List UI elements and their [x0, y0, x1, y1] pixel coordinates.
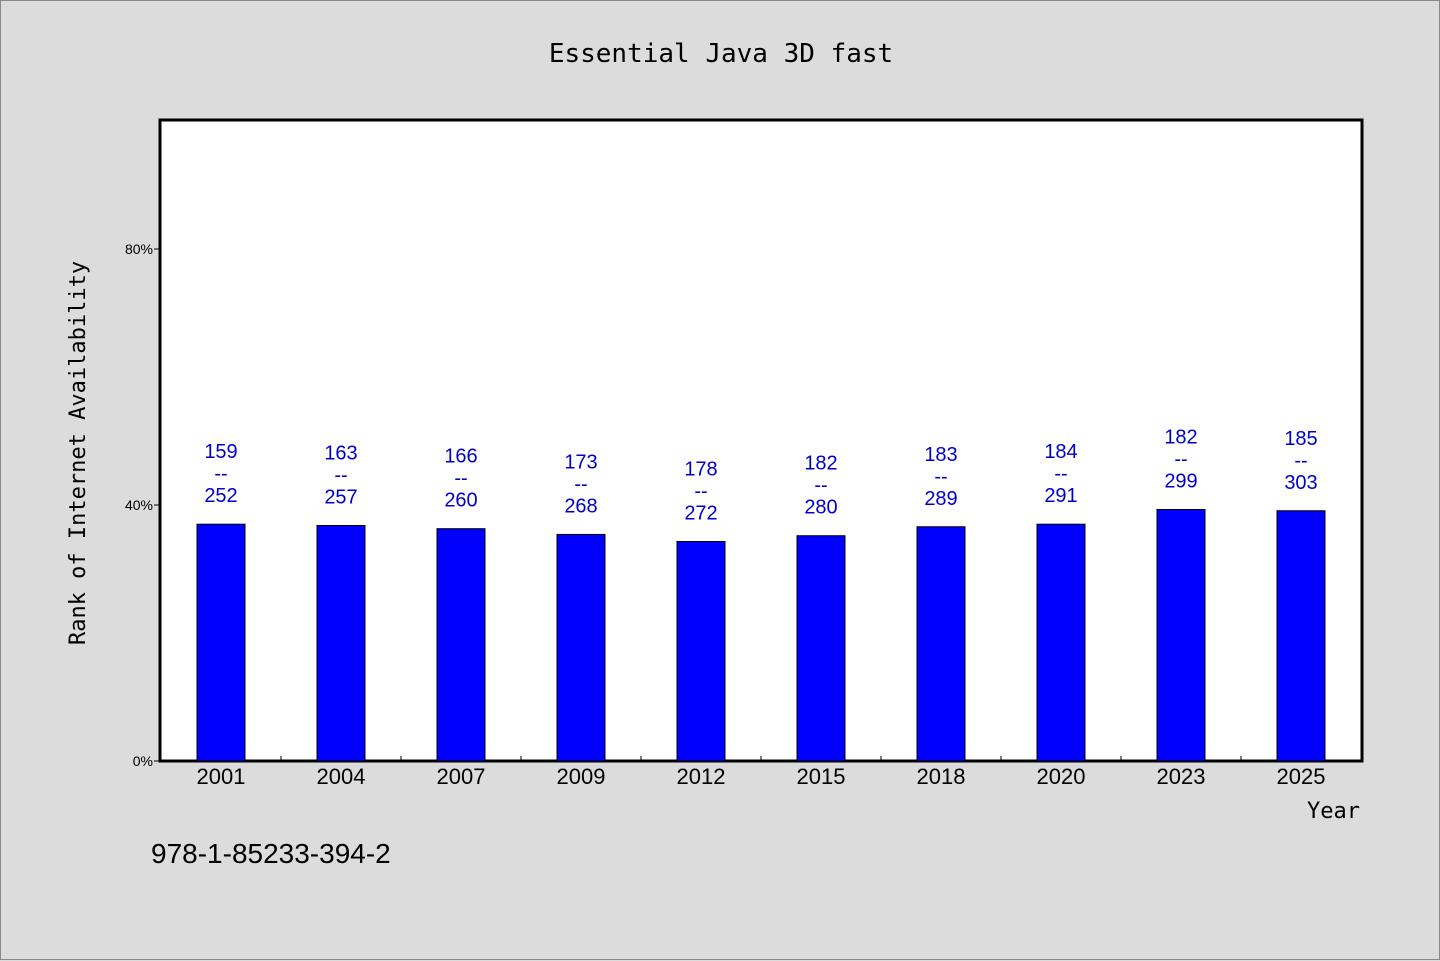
bar-label-2018-top: 183: [924, 444, 957, 466]
y-tick-label-40: 40%: [125, 497, 153, 513]
bar-label-2001-sep: --: [214, 463, 227, 485]
x-axis-ticks: 2001 2004 2007 2009 2012 2015 2018 2020 2023 2025: [197, 756, 1326, 789]
bar-label-2009-bottom: 268: [564, 495, 597, 517]
x-tick-label-2001: 2001: [197, 764, 246, 789]
bar-label-2012-top: 178: [684, 458, 717, 480]
bar-label-2007-sep: --: [454, 468, 467, 490]
bar-label-2001-bottom: 252: [204, 485, 237, 507]
bar-label-2023-sep: --: [1174, 448, 1187, 470]
bar-2001: [196, 523, 246, 762]
x-tick-label-2018: 2018: [917, 764, 966, 789]
bar-label-2004-sep: --: [334, 464, 347, 486]
bar-label-2009-sep: --: [574, 473, 587, 495]
bar-label-2015-sep: --: [814, 475, 827, 497]
bar-label-2020-sep: --: [1054, 463, 1067, 485]
bar-label-2004-top: 163: [324, 442, 357, 464]
x-tick-label-2023: 2023: [1157, 764, 1206, 789]
bar-2007: [436, 528, 486, 762]
x-tick-label-2004: 2004: [317, 764, 366, 789]
y-axis-title: Rank of Internet Availability: [66, 261, 91, 645]
isbn-label: 978-1-85233-394-2: [151, 838, 391, 869]
bars-layer: [196, 508, 1326, 762]
bar-2023: [1156, 508, 1206, 762]
bar-label-2025-bottom: 303: [1284, 472, 1317, 494]
x-tick-label-2025: 2025: [1277, 764, 1326, 789]
bar-label-2018-bottom: 289: [924, 488, 957, 510]
bar-2015: [796, 535, 846, 762]
bar-2018: [916, 526, 966, 762]
bar-label-2018-sep: --: [934, 466, 947, 488]
bar-label-2007-bottom: 260: [444, 490, 477, 512]
bar-label-2007-top: 166: [444, 446, 477, 468]
bar-2025: [1276, 510, 1326, 762]
bar-label-2023-top: 182: [1164, 426, 1197, 448]
x-tick-label-2007: 2007: [437, 764, 486, 789]
y-tick-label-80: 80%: [125, 241, 153, 257]
bar-label-2025-top: 185: [1284, 428, 1317, 450]
x-tick-label-2009: 2009: [557, 764, 606, 789]
bar-label-2001-top: 159: [204, 441, 237, 463]
bar-label-2004-bottom: 257: [324, 486, 357, 508]
bar-label-2012-sep: --: [694, 480, 707, 502]
bar-label-2012-bottom: 272: [684, 502, 717, 524]
bar-2020: [1036, 523, 1086, 762]
bar-label-2015-top: 182: [804, 453, 837, 475]
y-axis-ticks: 0% 40% 80%: [125, 241, 161, 769]
bar-2012: [676, 540, 726, 762]
x-axis-title: Year: [1307, 799, 1360, 824]
bar-label-2015-bottom: 280: [804, 497, 837, 519]
bar-label-2020-top: 184: [1044, 441, 1077, 463]
bar-label-2020-bottom: 291: [1044, 485, 1077, 507]
x-tick-label-2012: 2012: [677, 764, 726, 789]
bar-label-2023-bottom: 299: [1164, 470, 1197, 492]
x-tick-label-2015: 2015: [797, 764, 846, 789]
bar-2009: [556, 533, 606, 762]
bar-2004: [316, 524, 366, 762]
y-tick-label-0: 0%: [133, 753, 153, 769]
bar-label-2009-top: 173: [564, 451, 597, 473]
bar-label-2025-sep: --: [1294, 450, 1307, 472]
x-tick-label-2020: 2020: [1037, 764, 1086, 789]
bar-labels-layer: 159--252163--257166--260173--268178--272…: [204, 426, 1317, 524]
chart-title: Essential Java 3D fast: [549, 39, 893, 69]
